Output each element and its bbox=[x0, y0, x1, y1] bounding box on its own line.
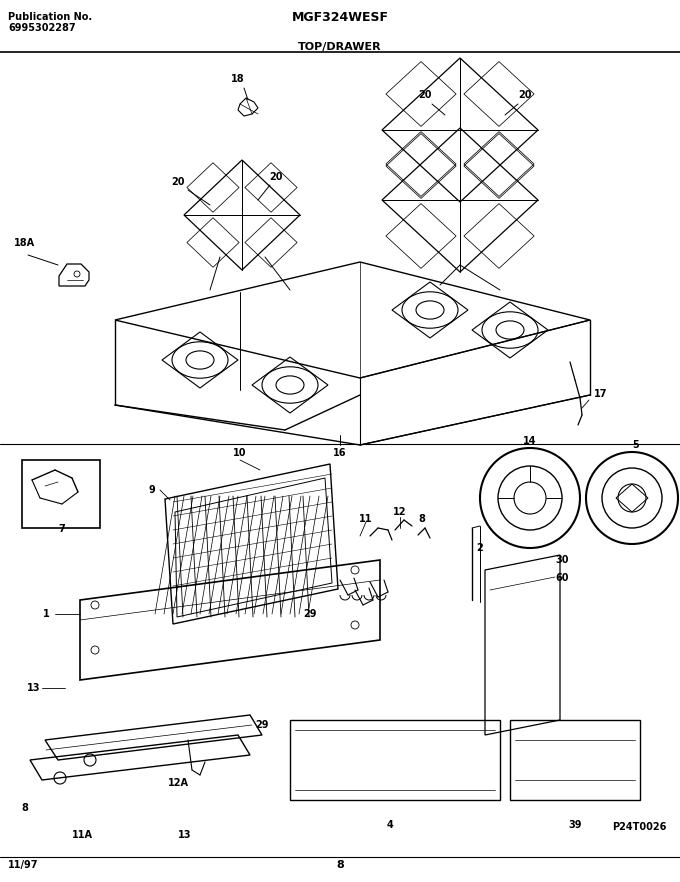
Text: 11/97: 11/97 bbox=[8, 860, 39, 870]
Text: 10: 10 bbox=[233, 448, 247, 458]
Text: 11A: 11A bbox=[71, 830, 92, 840]
Text: 5: 5 bbox=[632, 440, 639, 450]
Text: 13: 13 bbox=[178, 830, 192, 840]
Text: 13: 13 bbox=[27, 683, 40, 693]
Text: 1: 1 bbox=[44, 609, 50, 619]
Text: 60: 60 bbox=[555, 573, 568, 583]
Text: P24T0026: P24T0026 bbox=[612, 822, 666, 832]
Text: 20: 20 bbox=[269, 172, 283, 182]
Text: 4: 4 bbox=[387, 820, 393, 830]
Text: 29: 29 bbox=[303, 609, 317, 619]
Text: 8: 8 bbox=[21, 803, 28, 813]
Text: 20: 20 bbox=[518, 90, 532, 100]
Text: 29: 29 bbox=[255, 720, 269, 730]
Text: MGF324WESF: MGF324WESF bbox=[292, 11, 388, 24]
Text: 12A: 12A bbox=[167, 778, 188, 788]
Text: 14: 14 bbox=[523, 436, 537, 446]
Text: 2: 2 bbox=[477, 543, 483, 553]
Text: 20: 20 bbox=[171, 177, 185, 187]
Text: 30: 30 bbox=[555, 555, 568, 565]
Text: 9: 9 bbox=[149, 485, 155, 495]
Text: 6995302287: 6995302287 bbox=[8, 23, 75, 33]
Text: 18: 18 bbox=[231, 74, 245, 84]
Text: 39: 39 bbox=[568, 820, 582, 830]
Text: 12: 12 bbox=[393, 507, 407, 517]
Text: 8: 8 bbox=[419, 514, 426, 524]
Text: 16: 16 bbox=[333, 448, 347, 458]
Text: 20: 20 bbox=[418, 90, 432, 100]
Text: 7: 7 bbox=[58, 524, 65, 534]
Text: Publication No.: Publication No. bbox=[8, 12, 92, 22]
Text: 8: 8 bbox=[336, 860, 344, 870]
Text: TOP/DRAWER: TOP/DRAWER bbox=[299, 42, 381, 52]
Text: 18A: 18A bbox=[14, 238, 35, 248]
Text: 11: 11 bbox=[359, 514, 373, 524]
Text: 17: 17 bbox=[594, 389, 607, 399]
Bar bbox=[22, 460, 100, 528]
